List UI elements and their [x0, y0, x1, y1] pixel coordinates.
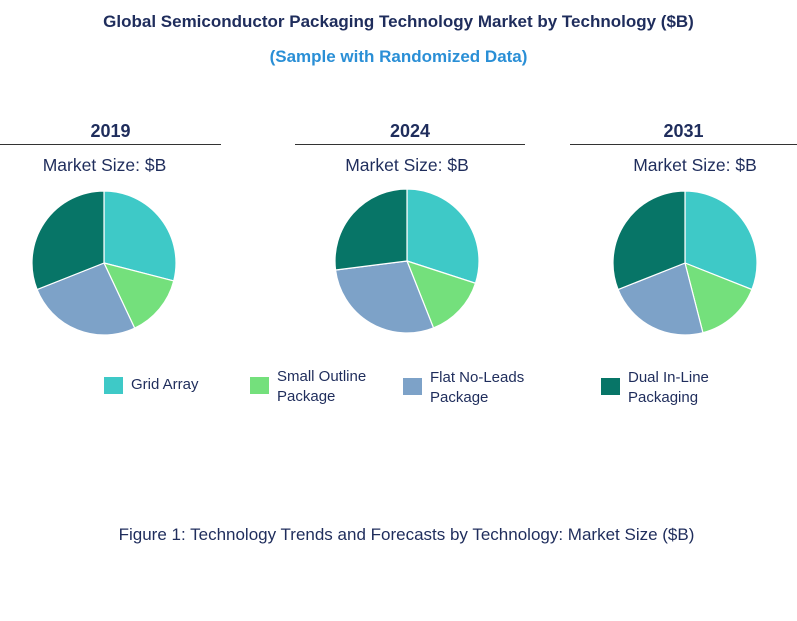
panel-2019: 2019 Market Size: $B [0, 118, 221, 176]
chart-title: Global Semiconductor Packaging Technolog… [103, 12, 694, 31]
pie-slice-flat-no-leads-package [617, 262, 704, 336]
panel-2024: 2024 Market Size: $B [295, 118, 525, 176]
legend-label: Small Outline Package [277, 368, 367, 405]
legend-item-flat-no-leads-package: Flat No-Leads Package [403, 368, 524, 408]
panel-divider [295, 144, 525, 145]
panel-market-size-label: Market Size: $B [633, 155, 757, 175]
pie-chart-2019 [31, 190, 177, 336]
figure-caption: Figure 1: Technology Trends and Forecast… [118, 525, 695, 544]
pie-slice-flat-no-leads-package [334, 260, 435, 334]
panel-market-size-label: Market Size: $B [345, 155, 469, 175]
legend-label: Dual In-Line Packaging [628, 369, 709, 406]
pie-slice-dual-in-line-packaging [612, 190, 686, 291]
pie-slice-small-outline-package [102, 262, 175, 329]
legend-swatch [104, 377, 123, 394]
panel-year: 2019 [90, 121, 131, 141]
legend-item-dual-in-line-packaging: Dual In-Line Packaging [601, 368, 709, 408]
pie-slice-grid-array [684, 190, 758, 291]
pie-chart-2024 [334, 188, 480, 334]
legend-item-grid-array: Grid Array [104, 375, 199, 395]
panel-market-size-label: Market Size: $B [42, 155, 167, 175]
panel-divider [570, 144, 797, 145]
legend-label: Flat No-Leads Package [430, 369, 525, 406]
legend-item-small-outline-package: Small Outline Package [250, 367, 366, 407]
panel-year: 2031 [663, 121, 704, 141]
legend-swatch [403, 378, 422, 395]
pie-slice-small-outline-package [405, 260, 477, 329]
panel-divider [0, 144, 221, 145]
panel-2031: 2031 Market Size: $B [570, 118, 797, 176]
pie-slice-grid-array [103, 190, 177, 282]
panel-year: 2024 [389, 121, 431, 141]
legend-swatch [601, 378, 620, 395]
chart-subtitle: (Sample with Randomized Data) [269, 47, 528, 66]
legend-label: Grid Array [131, 376, 199, 393]
pie-chart-2031 [612, 190, 758, 336]
pie-slice-flat-no-leads-package [36, 262, 136, 336]
pie-slice-small-outline-package [684, 262, 753, 334]
legend-swatch [250, 377, 269, 394]
pie-slice-dual-in-line-packaging [31, 190, 105, 291]
pie-slice-dual-in-line-packaging [334, 188, 408, 271]
pie-slice-grid-array [406, 188, 480, 285]
